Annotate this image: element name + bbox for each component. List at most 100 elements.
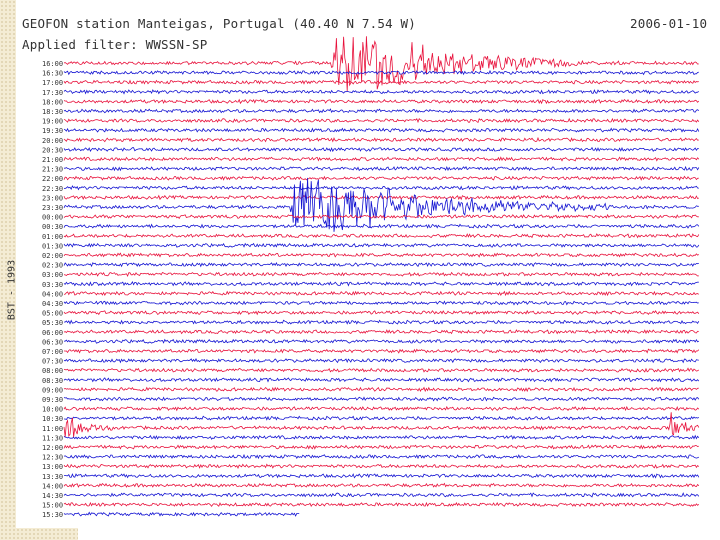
seismogram-trace (63, 36, 699, 92)
row-time-label: 23:00 (42, 194, 63, 202)
seismogram-trace (63, 262, 699, 268)
seismogram-trace (63, 271, 699, 277)
row-time-label: 09:00 (42, 386, 63, 394)
seismogram-trace (63, 396, 700, 402)
seismogram-trace (63, 405, 700, 412)
seismogram-trace (63, 290, 700, 297)
seismogram-trace (63, 338, 700, 344)
row-time-label: 05:00 (42, 310, 63, 318)
row-time-label: 12:00 (42, 444, 63, 452)
row-time-label: 19:30 (42, 127, 63, 135)
seismogram-panel: 16:00 16:30 17:00 17:30 18:00 18:30 19:00 19:30… (16, 0, 720, 528)
seismogram-trace (63, 492, 700, 498)
row-time-label: 13:30 (42, 473, 63, 481)
seismogram-trace (63, 213, 699, 220)
seismogram-trace (64, 415, 700, 421)
seismogram-trace (63, 127, 700, 133)
row-time-label: 22:00 (42, 175, 63, 183)
row-time-label: 20:00 (42, 137, 63, 145)
seismogram-trace (63, 367, 700, 373)
seismogram-trace (64, 473, 700, 479)
seismogram-trace (63, 309, 700, 316)
seismogram-trace (63, 223, 700, 229)
seismogram-trace (63, 146, 699, 153)
station-title: GEOFON station Manteigas, Portugal (40.4… (22, 16, 417, 31)
record-date: 2006-01-10 (630, 16, 708, 31)
row-time-label: 03:00 (42, 271, 63, 279)
row-time-label: 04:30 (42, 300, 63, 308)
seismogram-trace (63, 252, 699, 258)
seismogram-trace (63, 281, 699, 287)
row-time-label: 07:30 (42, 358, 63, 366)
seismogram-trace (63, 177, 699, 232)
row-time-label: 14:00 (42, 482, 63, 490)
row-time-label: 16:30 (42, 70, 63, 78)
row-time-label: 01:00 (42, 233, 63, 241)
row-time-label: 14:30 (42, 492, 63, 500)
seismogram-trace (63, 463, 700, 469)
row-time-label: 07:00 (42, 348, 63, 356)
timezone-label: BST - 1993 (6, 259, 18, 321)
row-time-label: 12:30 (42, 454, 63, 462)
row-time-label: 00:00 (42, 214, 63, 222)
filter-label: Applied filter: WWSSN-SP (22, 37, 208, 52)
row-time-label: 15:00 (42, 502, 63, 510)
row-time-label: 06:30 (42, 338, 63, 346)
seismogram-trace (63, 300, 699, 306)
seismogram-trace (63, 117, 700, 124)
seismogram-trace (63, 79, 699, 85)
seismogram-trace (63, 175, 699, 181)
seismogram-trace (64, 165, 700, 172)
row-time-label: 10:30 (42, 415, 63, 423)
seismogram-trace (63, 386, 699, 393)
row-time-label: 18:30 (42, 108, 63, 116)
row-time-label: 13:00 (42, 463, 63, 471)
seismogram-trace (63, 194, 699, 201)
row-time-label: 18:00 (42, 98, 63, 106)
row-time-label: 06:00 (42, 329, 63, 337)
seismogram-trace (63, 444, 699, 450)
seismogram-trace (63, 156, 700, 162)
row-time-label: 23:30 (42, 204, 63, 212)
seismogram-trace (63, 136, 699, 143)
seismogram-trace (63, 501, 700, 508)
row-time-label: 08:30 (42, 377, 63, 385)
seismogram-trace (63, 358, 699, 364)
seismogram-trace (63, 233, 700, 239)
seismogram-trace (63, 434, 700, 440)
row-time-label: 20:30 (42, 146, 63, 154)
row-time-label: 11:00 (42, 425, 63, 433)
seismogram-trace (63, 511, 300, 517)
seismogram-trace (63, 185, 699, 191)
row-time-label: 11:30 (42, 434, 63, 442)
row-time-label: 10:00 (42, 406, 63, 414)
seismogram-trace (63, 348, 700, 354)
row-time-label: 01:30 (42, 242, 63, 250)
row-time-label: 05:30 (42, 319, 63, 327)
seismogram-trace (63, 329, 699, 335)
row-time-label: 21:30 (42, 166, 63, 174)
seismogram-trace (63, 69, 699, 76)
row-time-label: 17:30 (42, 89, 63, 97)
row-time-label: 02:00 (42, 252, 63, 260)
seismogram-trace (63, 453, 699, 460)
seismogram-trace (63, 242, 700, 248)
row-time-label: 00:30 (42, 223, 63, 231)
row-time-label: 16:00 (42, 60, 63, 68)
row-time-label: 08:00 (42, 367, 63, 375)
row-time-label: 04:00 (42, 290, 63, 298)
seismogram-trace (63, 98, 700, 105)
row-time-label: 21:00 (42, 156, 63, 164)
row-time-label: 09:30 (42, 396, 63, 404)
seismogram-trace (63, 377, 700, 383)
seismogram-trace (63, 108, 700, 114)
seismogram-trace (63, 412, 700, 438)
row-time-label: 22:30 (42, 185, 63, 193)
row-time-label: 19:00 (42, 118, 63, 126)
row-time-label: 02:30 (42, 262, 63, 270)
seismogram-trace (63, 482, 700, 488)
row-time-label: 03:30 (42, 281, 63, 289)
seismogram-trace (63, 89, 700, 95)
row-time-label: 15:30 (42, 511, 63, 519)
